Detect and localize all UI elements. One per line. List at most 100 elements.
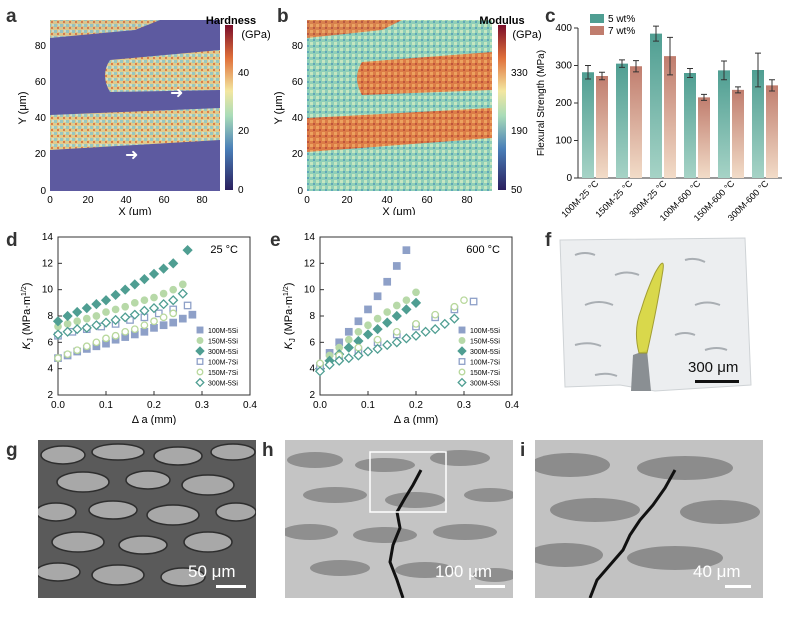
data-point bbox=[158, 299, 169, 310]
data-point bbox=[92, 312, 101, 320]
legend-label: 150M-7Si bbox=[470, 370, 500, 377]
data-point bbox=[391, 337, 402, 348]
data-point bbox=[62, 310, 73, 322]
y-axis-label: KJ (MPa·m1/2) bbox=[21, 283, 35, 350]
legend-marker bbox=[458, 326, 466, 334]
data-point bbox=[344, 327, 353, 336]
y-tick-label: 2 bbox=[47, 390, 53, 401]
scale-bar bbox=[475, 585, 505, 588]
arrow-marker: ➜ bbox=[170, 85, 183, 102]
bar bbox=[630, 66, 642, 178]
stiff-band-upper bbox=[357, 52, 492, 95]
x-tick: 20 bbox=[341, 195, 353, 206]
bar bbox=[650, 33, 662, 178]
bar bbox=[766, 85, 778, 178]
legend-label: 100M-5Si bbox=[208, 328, 238, 335]
colorbar-title: Modulus bbox=[479, 15, 524, 27]
data-point bbox=[178, 314, 187, 323]
y-tick-label: 4 bbox=[309, 364, 315, 375]
map-background bbox=[50, 20, 220, 191]
bar bbox=[684, 73, 696, 178]
legend-label: 150M-5Si bbox=[470, 339, 500, 346]
hard-band-upper bbox=[105, 50, 220, 92]
data-point bbox=[52, 329, 64, 340]
data-point bbox=[169, 318, 178, 327]
y-tick: 60 bbox=[35, 77, 47, 88]
data-point bbox=[73, 317, 82, 326]
data-point bbox=[392, 301, 401, 310]
y-tick-label: 100 bbox=[555, 136, 572, 147]
data-point bbox=[130, 325, 139, 334]
scale-label: 100 μm bbox=[435, 562, 493, 581]
colorbar bbox=[225, 25, 233, 190]
x-tick-label: 0.3 bbox=[457, 400, 471, 411]
data-point bbox=[158, 263, 169, 274]
panel-label-f: f bbox=[545, 230, 552, 251]
data-point bbox=[148, 302, 160, 314]
x-tick-label: 0.2 bbox=[147, 400, 161, 411]
x-tick-label: 0.0 bbox=[313, 400, 327, 411]
data-point bbox=[392, 327, 401, 336]
y-tick-label: 4 bbox=[47, 364, 53, 375]
data-point bbox=[373, 292, 382, 301]
scale-label: 300 μm bbox=[688, 359, 739, 376]
y-tick: 0 bbox=[297, 186, 303, 197]
panel-label-c: c bbox=[545, 6, 556, 27]
arrow-marker: ➜ bbox=[125, 147, 138, 164]
data-point bbox=[150, 293, 158, 302]
bar bbox=[596, 76, 608, 178]
data-point bbox=[382, 339, 393, 351]
data-point bbox=[188, 310, 197, 319]
colorbar-tick: 330 bbox=[511, 68, 528, 79]
legend-label: 100M-7Si bbox=[470, 360, 500, 367]
data-point bbox=[334, 355, 345, 366]
x-tick: 0 bbox=[304, 195, 310, 206]
map-background bbox=[307, 20, 492, 191]
x-tick: 40 bbox=[120, 195, 132, 206]
data-point bbox=[91, 320, 102, 331]
data-point bbox=[362, 329, 374, 340]
data-point bbox=[159, 321, 168, 330]
crack-path bbox=[388, 469, 423, 598]
legend-label: 150M-5Si bbox=[208, 339, 238, 346]
data-point bbox=[382, 317, 393, 328]
colorbar-tick: 50 bbox=[511, 185, 523, 196]
colorbar bbox=[498, 25, 506, 190]
legend-marker bbox=[458, 337, 466, 344]
bar bbox=[616, 63, 628, 178]
data-point bbox=[100, 317, 112, 328]
colorbar-title: Hardness bbox=[206, 15, 256, 27]
y-tick: 40 bbox=[292, 113, 304, 124]
legend-marker bbox=[196, 358, 204, 365]
data-point bbox=[82, 314, 91, 323]
data-point bbox=[168, 258, 179, 269]
y-tick-label: 14 bbox=[42, 232, 54, 243]
legend-marker bbox=[457, 377, 467, 388]
y-axis-label: KJ (MPa·m1/2) bbox=[283, 283, 297, 350]
data-point bbox=[401, 304, 412, 315]
data-point bbox=[373, 314, 382, 323]
data-point bbox=[140, 296, 149, 305]
scale-bar bbox=[725, 585, 751, 588]
y-tick-label: 8 bbox=[309, 311, 315, 322]
legend-marker bbox=[457, 346, 467, 356]
y-tick-label: 6 bbox=[47, 337, 53, 348]
y-tick-label: 12 bbox=[42, 258, 54, 269]
data-point bbox=[430, 324, 441, 335]
colorbar-tick: 0 bbox=[238, 185, 244, 196]
legend-swatch bbox=[590, 26, 604, 35]
temperature-annotation: 600 °C bbox=[466, 244, 500, 256]
y-tick: 60 bbox=[292, 77, 304, 88]
data-point bbox=[373, 335, 382, 344]
ct-render-f: 300 μm bbox=[555, 235, 755, 395]
data-point bbox=[391, 310, 402, 322]
x-tick-label: 0.3 bbox=[195, 400, 209, 411]
data-point bbox=[150, 324, 158, 332]
data-point bbox=[73, 346, 82, 355]
y-tick-label: 300 bbox=[555, 61, 572, 72]
data-point bbox=[111, 331, 120, 340]
scale-label: 40 μm bbox=[693, 562, 741, 581]
data-point bbox=[52, 316, 64, 327]
legend-label: 300M-5Si bbox=[208, 381, 238, 388]
kj-chart-600c: 0.0 0.1 0.2 0.3 0.4 2 4 6 8 10 12 14 Δ a (mm) KJ (MPa… bbox=[283, 232, 519, 425]
